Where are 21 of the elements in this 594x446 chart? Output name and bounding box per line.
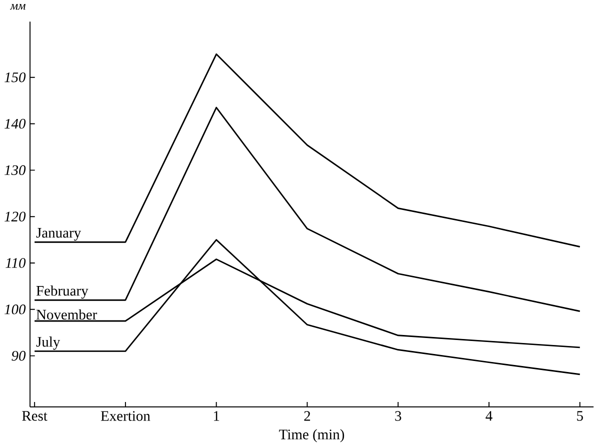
x-tick-label: 1: [214, 410, 220, 421]
y-tick-label: 130: [4, 165, 26, 175]
y-tick-label: 140: [4, 118, 26, 128]
x-axis-title: Time (min): [279, 428, 344, 442]
x-tick-label: 4: [486, 410, 492, 421]
y-tick-label: 90: [12, 350, 26, 361]
series-label: July: [36, 336, 60, 350]
x-tick-label: Rest: [22, 410, 48, 421]
x-tick-label: 2: [304, 410, 310, 421]
y-axis-title: мм: [10, 4, 26, 10]
x-tick-label: Exertion: [100, 410, 150, 421]
line-series: [34, 53, 581, 248]
series-label: February: [36, 285, 88, 299]
y-tick-label: 150: [4, 72, 26, 82]
y-tick-label: 120: [4, 212, 26, 222]
series-label: November: [36, 309, 98, 320]
y-tick-label: 100: [4, 304, 26, 314]
x-tick-label: 5: [577, 410, 583, 421]
y-tick-label: 110: [6, 258, 26, 268]
series-label: January: [36, 228, 82, 240]
x-tick-label: 3: [395, 410, 402, 421]
